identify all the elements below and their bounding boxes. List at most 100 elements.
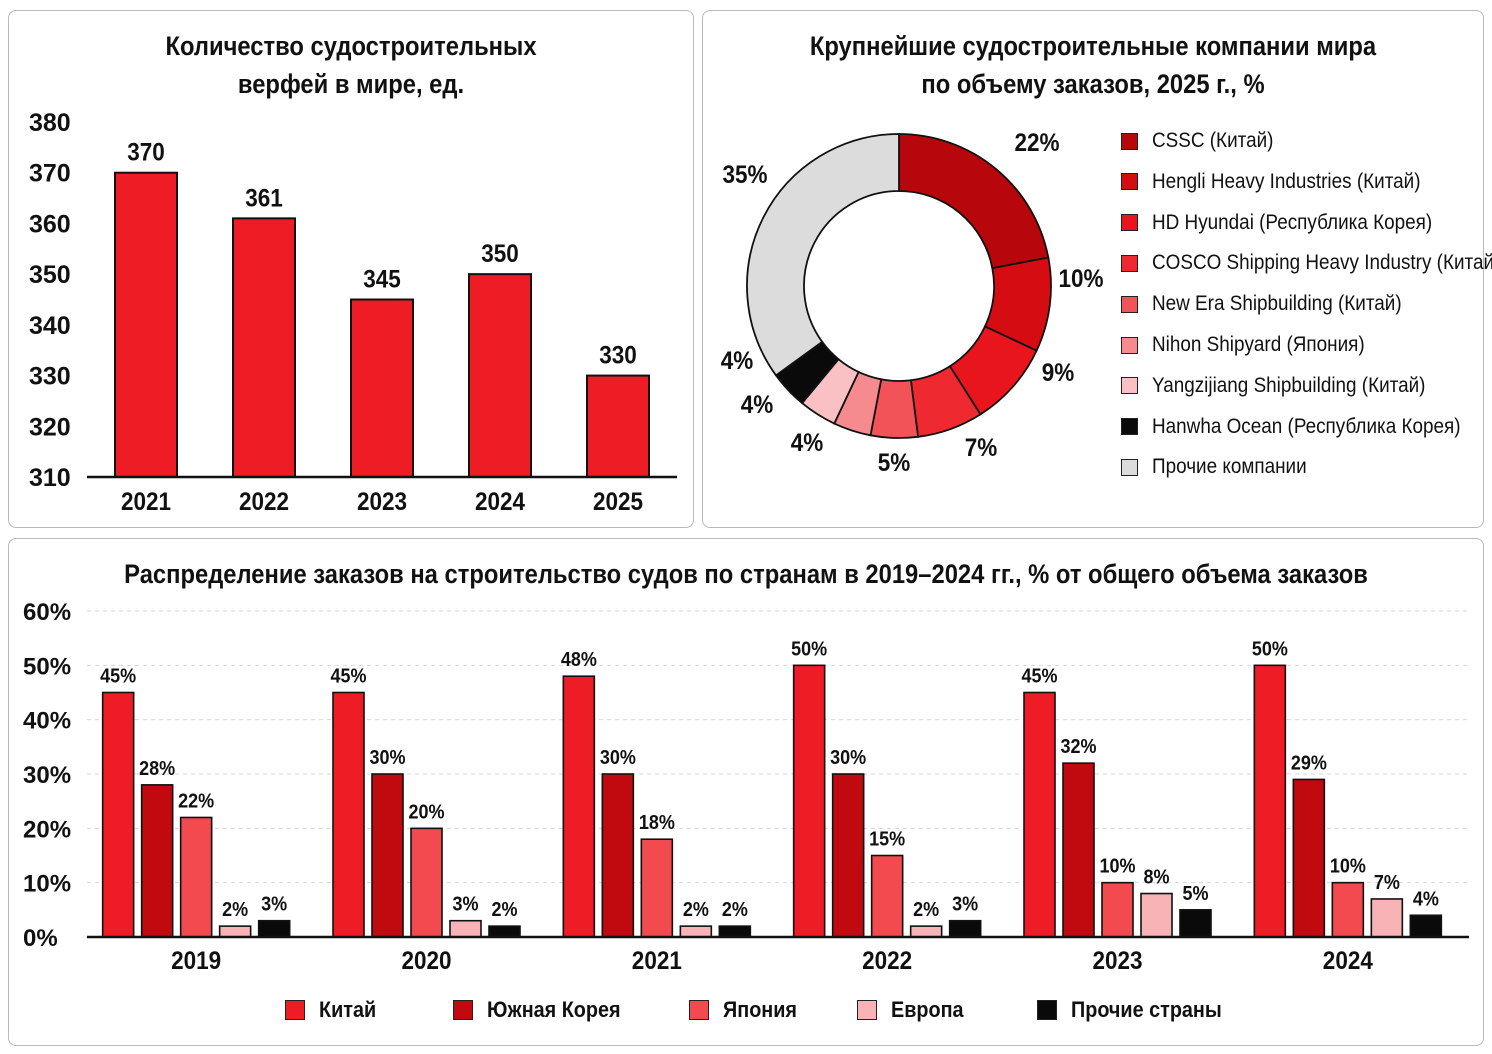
legend-item: Прочие компании — [1121, 455, 1324, 479]
x-tick-label: 2022 — [862, 947, 912, 975]
donut-slice-label: 35% — [722, 161, 767, 189]
bar-2024-2 — [1331, 881, 1365, 938]
bar-value-label: 18% — [639, 812, 675, 834]
bar-value-label: 350 — [481, 240, 519, 268]
donut-slice — [746, 133, 900, 377]
bar-value-label: 15% — [869, 829, 905, 851]
bar-2024-3 — [1370, 898, 1404, 938]
x-tick-label: 2022 — [239, 488, 289, 516]
y-tick-label: 20% — [23, 816, 71, 843]
legend-item: Китай — [285, 997, 383, 1023]
bar-value-label: 32% — [1060, 736, 1096, 758]
bar-value-label: 28% — [139, 758, 175, 780]
orders-by-country-panel: Распределение заказов на строительство с… — [8, 538, 1484, 1046]
bar-2020-1 — [371, 773, 404, 938]
legend-item: Hanwha Ocean (Республика Корея) — [1121, 415, 1492, 439]
legend-label: Япония — [723, 997, 797, 1022]
legend-label: Hanwha Ocean (Республика Корея) — [1152, 414, 1461, 438]
x-tick-label: 2025 — [593, 488, 643, 516]
legend-swatch — [1037, 1000, 1057, 1020]
legend-item: Прочие страны — [1037, 997, 1239, 1023]
y-tick-label: 330 — [29, 363, 71, 391]
bar-value-label: 30% — [369, 747, 405, 769]
bar-2019-0 — [101, 691, 135, 938]
bar-value-label: 361 — [245, 184, 283, 212]
legend-label: New Era Shipbuilding (Китай) — [1152, 292, 1402, 316]
x-tick-label: 2024 — [1323, 947, 1374, 975]
bar-value-label: 48% — [561, 649, 597, 671]
bar-2022-3 — [909, 925, 943, 938]
legend-label: Китай — [319, 997, 377, 1022]
legend-label: Южная Корея — [487, 997, 621, 1022]
y-tick-label: 60% — [23, 599, 71, 626]
bar-2019-1 — [140, 784, 174, 938]
x-tick-label: 2020 — [401, 947, 451, 975]
bar-value-label: 2% — [913, 899, 939, 921]
bar-2021-4 — [718, 925, 752, 938]
donut-slice-label: 9% — [1042, 359, 1075, 387]
legend-item: Nihon Shipyard (Япония) — [1121, 333, 1388, 357]
y-tick-label: 370 — [29, 160, 71, 188]
bar-2020-2 — [410, 827, 443, 938]
bar-value-label: 10% — [1330, 856, 1366, 878]
y-tick-label: 360 — [29, 210, 71, 238]
companies-donut-panel: Крупнейшие судостроительные компании мир… — [702, 10, 1492, 528]
bar-2022-1 — [831, 773, 865, 938]
bar-2024-0 — [1253, 664, 1287, 938]
bar-2021-0 — [562, 675, 596, 938]
bar-2023-0 — [1023, 691, 1056, 938]
legend-swatch — [1121, 214, 1138, 232]
shipyards-chart-title-line2: верфей в мире, ед. — [237, 69, 465, 99]
legend-item: Hengli Heavy Industries (Китай) — [1121, 170, 1450, 194]
legend-swatch — [1121, 336, 1138, 354]
companies-donut-chart: 22% 10% 9% 7% 5% 4% 4% 4% 35% — [721, 129, 1104, 477]
bar-value-label: 4% — [1413, 888, 1439, 910]
bar-2021-3 — [679, 925, 713, 938]
x-tick-label: 2023 — [357, 488, 407, 516]
bar-2025 — [586, 374, 650, 479]
bar-value-label: 3% — [452, 894, 478, 916]
legend-label: CSSC (Китай) — [1152, 129, 1274, 152]
y-tick-label: 350 — [29, 261, 71, 289]
bar-value-label: 7% — [1374, 872, 1400, 894]
bar-2019-3 — [218, 925, 252, 938]
shipyards-chart-title-line1: Количество судостроительных — [165, 31, 537, 61]
bar-value-label: 330 — [599, 341, 637, 369]
y-tick-label: 40% — [23, 708, 71, 735]
legend-swatch — [1121, 377, 1138, 395]
bar-2019-4 — [257, 919, 291, 938]
bar-value-label: 45% — [1021, 666, 1057, 688]
bar-2020-4 — [488, 925, 521, 938]
bar-value-label: 50% — [1252, 639, 1288, 661]
legend-label: HD Hyundai (Республика Корея) — [1152, 210, 1433, 234]
legend-item: COSCO Shipping Heavy Industry (Китай) — [1121, 251, 1492, 275]
bar-2020-3 — [449, 919, 482, 938]
bar-value-label: 29% — [1291, 753, 1327, 775]
legend-swatch — [1121, 295, 1138, 313]
legend-swatch — [453, 1000, 473, 1020]
bar-value-label: 2% — [491, 899, 517, 921]
companies-chart-title-line1: Крупнейшие судостроительные компании мир… — [809, 31, 1377, 61]
x-tick-label: 2021 — [121, 488, 171, 516]
y-tick-label: 50% — [23, 653, 71, 680]
bar-2020-0 — [332, 691, 365, 938]
companies-chart-title-line2: по объему заказов, 2025 г., % — [921, 69, 1265, 99]
bar-value-label: 45% — [330, 666, 366, 688]
bar-2022-0 — [792, 664, 826, 938]
x-tick-label: 2023 — [1092, 947, 1142, 975]
bar-2023-2 — [1101, 881, 1134, 938]
bar-2024-4 — [1409, 914, 1443, 938]
legend-swatch — [1121, 132, 1138, 150]
legend-swatch — [1121, 173, 1138, 191]
bar-2022-2 — [870, 854, 904, 938]
legend-item: HD Hyundai (Республика Корея) — [1121, 211, 1463, 235]
bar-value-label: 8% — [1143, 867, 1169, 889]
bar-value-label: 10% — [1099, 856, 1135, 878]
legend-label: Европа — [891, 997, 964, 1022]
x-tick-label: 2019 — [171, 947, 221, 975]
donut-slice-label: 22% — [1014, 129, 1059, 157]
bar-2023-4 — [1179, 909, 1212, 938]
legend-swatch — [689, 1000, 709, 1020]
legend-item: Yangzijiang Shipbuilding (Китай) — [1121, 374, 1456, 398]
bar-value-label: 2% — [222, 899, 248, 921]
